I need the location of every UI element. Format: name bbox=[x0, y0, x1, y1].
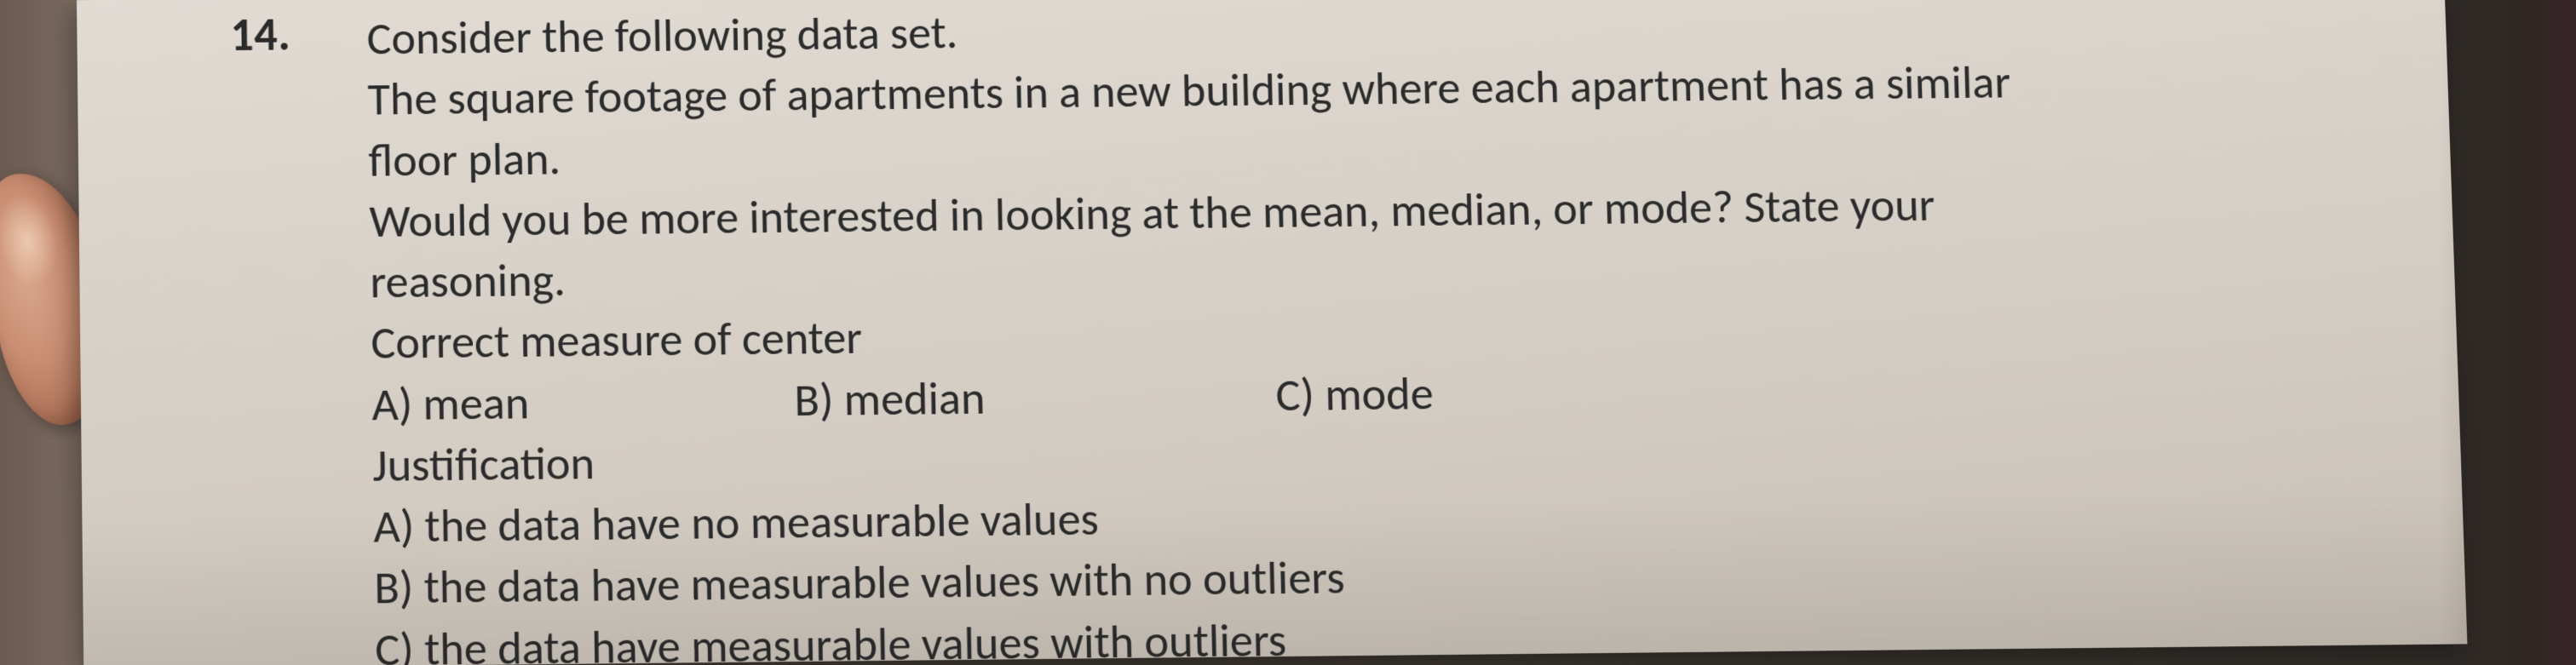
center-option-a: A) mean bbox=[371, 372, 530, 435]
question-block: 14. Consider the following data set. The… bbox=[366, 0, 2382, 665]
center-option-c: C) mode bbox=[1275, 363, 1435, 426]
photo-scene: 14. Consider the following data set. The… bbox=[0, 0, 2576, 665]
center-option-b: B) median bbox=[794, 368, 986, 431]
question-number: 14. bbox=[230, 6, 291, 63]
paper-sheet: 14. Consider the following data set. The… bbox=[77, 0, 2467, 665]
